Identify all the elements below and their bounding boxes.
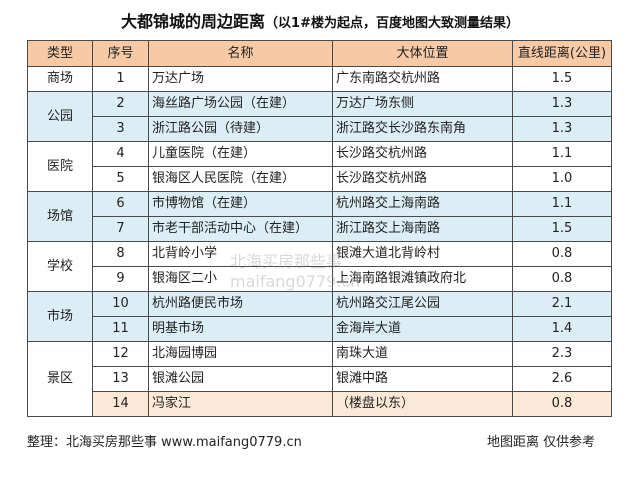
page-title: 大都锦城的周边距离（以1#楼为起点，百度地图大致测量结果） (0, 8, 640, 32)
type-cell: 医院 (27, 141, 93, 192)
number-cell: 4 (92, 141, 149, 167)
number-cell: 13 (92, 366, 149, 392)
number-cell: 3 (92, 116, 149, 142)
location-cell: 长沙路交杭州路 (332, 141, 513, 167)
location-cell: 杭州路交江尾公园 (332, 291, 513, 317)
header-type: 类型 (27, 40, 93, 67)
distance-cell: 0.8 (512, 241, 612, 267)
distance-cell: 0.8 (512, 266, 612, 292)
distance-cell: 1.0 (512, 166, 612, 192)
table-row: 学校 8 北背岭小学 银滩大道北背岭村 0.8 (27, 241, 612, 292)
table-row: 7 市老干部活动中心（在建） 浙江路交上海南路 1.5 (28, 216, 612, 242)
distance-cell: 1.5 (512, 66, 612, 92)
name-cell: 银海区二小 (148, 266, 333, 292)
distance-cell: 2.3 (512, 341, 612, 367)
location-cell: 上海南路银滩镇政府北 (332, 266, 513, 292)
distance-cell: 1.5 (512, 216, 612, 242)
header-location: 大体位置 (332, 40, 513, 67)
type-cell: 市场 (27, 291, 93, 342)
name-cell: 北海园博园 (148, 341, 333, 367)
name-cell: 儿童医院（在建） (148, 141, 333, 167)
number-cell: 2 (92, 91, 149, 117)
distance-table: 类型 序号 名称 大体位置 直线距离(公里) 商场 1 万达广场 广东南路交杭州… (27, 40, 612, 417)
table-row: 9 银海区二小 上海南路银滩镇政府北 0.8 (28, 266, 612, 292)
location-cell: 南珠大道 (332, 341, 513, 367)
name-cell: 万达广场 (148, 66, 333, 92)
name-cell: 明基市场 (148, 316, 333, 342)
distance-cell: 2.1 (512, 291, 612, 317)
location-cell: （楼盘以东） (332, 391, 513, 417)
location-cell: 长沙路交杭州路 (332, 166, 513, 192)
location-cell: 浙江路交长沙路东南角 (332, 116, 513, 142)
number-cell: 14 (92, 391, 149, 417)
name-cell: 北背岭小学 (148, 241, 333, 267)
header-name: 名称 (148, 40, 333, 67)
number-cell: 5 (92, 166, 149, 192)
name-cell: 海丝路广场公园（在建） (148, 91, 333, 117)
type-cell: 学校 (27, 241, 93, 292)
name-cell: 市博物馆（在建） (148, 191, 333, 217)
name-cell: 市老干部活动中心（在建） (148, 216, 333, 242)
distance-cell: 1.4 (512, 316, 612, 342)
number-cell: 8 (92, 241, 149, 267)
number-cell: 1 (92, 66, 149, 92)
location-cell: 金海岸大道 (332, 316, 513, 342)
table-row: 市场 10 杭州路便民市场 杭州路交江尾公园 2.1 (27, 291, 612, 342)
type-cell: 商场 (27, 66, 93, 92)
header-number: 序号 (92, 40, 149, 67)
distance-cell: 0.8 (512, 391, 612, 417)
number-cell: 6 (92, 191, 149, 217)
name-cell: 银滩公园 (148, 366, 333, 392)
number-cell: 9 (92, 266, 149, 292)
table-row: 商场 1 万达广场 广东南路交杭州路 1.5 (27, 66, 612, 92)
number-cell: 7 (92, 216, 149, 242)
table-row: 3 浙江路公园（待建） 浙江路交长沙路东南角 1.3 (28, 116, 612, 142)
name-cell: 银海区人民医院（在建） (148, 166, 333, 192)
location-cell: 万达广场东侧 (332, 91, 513, 117)
name-cell: 冯家江 (148, 391, 333, 417)
number-cell: 10 (92, 291, 149, 317)
distance-cell: 1.3 (512, 91, 612, 117)
type-cell: 景区 (27, 341, 93, 417)
table-row: 13 银滩公园 银滩中路 2.6 (28, 366, 612, 392)
location-cell: 浙江路交上海南路 (332, 216, 513, 242)
footer-credit: 整理：北海买房那些事 www.maifang0779.cn (27, 435, 302, 450)
table-header-row: 类型 序号 名称 大体位置 直线距离(公里) (27, 40, 612, 67)
distance-cell: 1.3 (512, 116, 612, 142)
number-cell: 11 (92, 316, 149, 342)
number-cell: 12 (92, 341, 149, 367)
table-row: 14 冯家江 （楼盘以东） 0.8 (28, 391, 612, 417)
distance-cell: 1.1 (512, 191, 612, 217)
name-cell: 杭州路便民市场 (148, 291, 333, 317)
type-cell: 公园 (27, 91, 93, 142)
distance-cell: 2.6 (512, 366, 612, 392)
table-row: 场馆 6 市博物馆（在建） 杭州路交上海南路 1.1 (27, 191, 612, 242)
location-cell: 银滩中路 (332, 366, 513, 392)
title-subtitle: （以1#楼为起点，百度地图大致测量结果） (265, 16, 519, 31)
footer-disclaimer: 地图距离 仅供参考 (487, 435, 596, 450)
title-main: 大都锦城的周边距离 (121, 12, 266, 31)
location-cell: 银滩大道北背岭村 (332, 241, 513, 267)
table-row: 公园 2 海丝路广场公园（在建） 万达广场东侧 1.3 (27, 91, 612, 142)
table-row: 医院 4 儿童医院（在建） 长沙路交杭州路 1.1 (27, 141, 612, 192)
table-row: 11 明基市场 金海岸大道 1.4 (28, 316, 612, 342)
table-row: 5 银海区人民医院（在建） 长沙路交杭州路 1.0 (28, 166, 612, 192)
table-row: 景区 12 北海园博园 南珠大道 2.3 (27, 341, 612, 417)
distance-cell: 1.1 (512, 141, 612, 167)
location-cell: 杭州路交上海南路 (332, 191, 513, 217)
name-cell: 浙江路公园（待建） (148, 116, 333, 142)
header-distance: 直线距离(公里) (512, 40, 612, 67)
type-cell: 场馆 (27, 191, 93, 242)
location-cell: 广东南路交杭州路 (332, 66, 513, 92)
